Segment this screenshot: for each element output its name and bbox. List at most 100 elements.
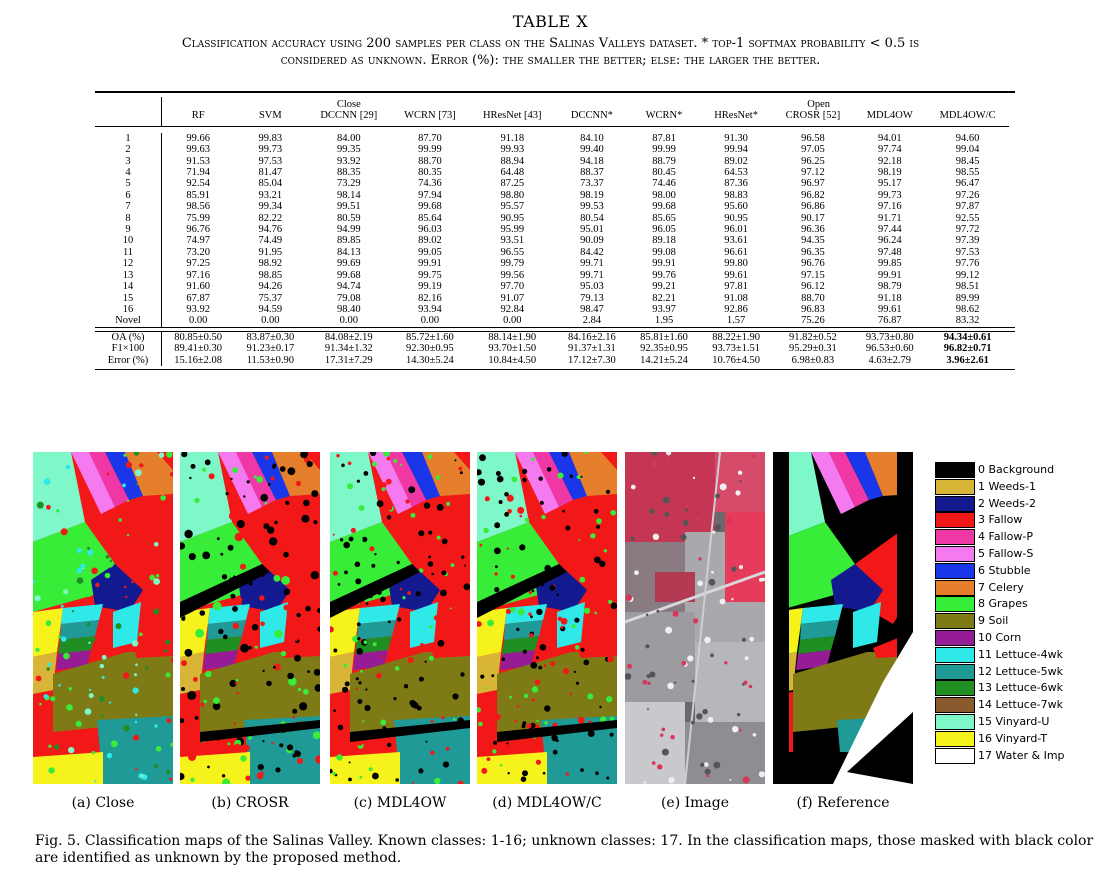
map-speckle bbox=[578, 538, 581, 541]
map-speckle bbox=[45, 620, 52, 627]
map-speckle bbox=[371, 461, 377, 467]
map-speckle bbox=[262, 740, 265, 743]
map-region bbox=[252, 452, 290, 500]
map-speckle bbox=[381, 487, 386, 492]
map-speckle bbox=[511, 476, 518, 483]
map-speckle bbox=[522, 721, 527, 726]
summary-cell: 91.82±0.52 bbox=[789, 331, 837, 343]
table-cell: 94.26 bbox=[258, 281, 283, 293]
map-region bbox=[831, 564, 883, 612]
table-rule bbox=[925, 365, 1010, 370]
map-speckle bbox=[292, 708, 298, 714]
map-speckle bbox=[60, 604, 64, 608]
map-speckle bbox=[704, 768, 711, 775]
map-speckle bbox=[504, 512, 509, 517]
legend-label: 9 Soil bbox=[978, 614, 1009, 628]
map-speckle bbox=[34, 595, 41, 602]
map-speckle bbox=[371, 563, 376, 568]
table-cell: 97.48 bbox=[877, 246, 902, 258]
header-spacer bbox=[234, 97, 306, 110]
column-header: WCRN [73] bbox=[391, 110, 469, 127]
table-rule bbox=[391, 326, 469, 332]
map-speckle bbox=[569, 692, 572, 695]
map-speckle bbox=[672, 611, 679, 617]
map-speckle bbox=[713, 761, 721, 769]
map-region bbox=[330, 692, 350, 757]
table-cell: 99.94 bbox=[724, 144, 748, 156]
map-speckle bbox=[748, 684, 753, 689]
table-rule bbox=[1009, 365, 1015, 370]
map-speckle bbox=[405, 499, 410, 504]
map-speckle bbox=[661, 727, 666, 732]
map-speckle bbox=[395, 778, 399, 782]
table-rule bbox=[555, 369, 628, 370]
map-speckle bbox=[363, 471, 369, 476]
map-speckle bbox=[531, 686, 539, 693]
map-speckle bbox=[264, 455, 269, 460]
map-speckle bbox=[160, 495, 166, 501]
group-header-open: Open bbox=[807, 99, 831, 110]
row-label: 13 bbox=[122, 269, 134, 281]
table-cell: 94.35 bbox=[801, 235, 825, 247]
table-cell: 92.86 bbox=[724, 303, 748, 315]
map-speckle bbox=[584, 530, 591, 537]
map-speckle bbox=[126, 499, 130, 502]
table-cell: 74.36 bbox=[418, 178, 442, 190]
map-speckle bbox=[531, 698, 535, 702]
map-speckle bbox=[603, 549, 607, 553]
map-speckle bbox=[359, 775, 363, 779]
table-rule bbox=[555, 365, 628, 370]
table-cell: 96.86 bbox=[801, 201, 825, 213]
table-rule bbox=[700, 369, 773, 370]
map-speckle bbox=[440, 589, 447, 597]
map-speckle bbox=[478, 478, 485, 486]
legend-label: 3 Fallow bbox=[978, 513, 1023, 527]
map-speckle bbox=[542, 549, 546, 553]
map-speckle bbox=[494, 522, 501, 529]
table-cell: 96.76 bbox=[801, 258, 825, 270]
map-speckle bbox=[606, 776, 610, 780]
map-speckle bbox=[602, 613, 607, 618]
map-speckle bbox=[194, 716, 199, 720]
table-cell: 82.21 bbox=[652, 292, 676, 304]
map-speckle bbox=[235, 743, 240, 749]
map-speckle bbox=[140, 774, 144, 778]
map-speckle bbox=[115, 623, 122, 630]
map-speckle bbox=[230, 477, 233, 480]
map-speckle bbox=[135, 767, 138, 771]
map-speckle bbox=[292, 561, 300, 569]
map-speckle bbox=[307, 670, 310, 673]
map-speckle bbox=[273, 665, 276, 669]
map-speckle bbox=[587, 693, 594, 700]
table-rule bbox=[925, 326, 1010, 332]
table-cell: 99.73 bbox=[258, 144, 283, 156]
map-speckle bbox=[407, 591, 411, 595]
map-region bbox=[218, 452, 262, 514]
legend-swatch bbox=[935, 730, 975, 747]
map-speckle bbox=[145, 666, 149, 670]
summary-cell: 93.73±0.80 bbox=[865, 331, 914, 343]
table-cell: 96.97 bbox=[801, 178, 825, 190]
map-speckle bbox=[105, 554, 110, 559]
map-speckle bbox=[563, 668, 569, 675]
map-speckle bbox=[558, 541, 564, 547]
table-cell: 98.62 bbox=[955, 303, 980, 315]
map-speckle bbox=[188, 752, 197, 761]
table-cell: 98.55 bbox=[955, 167, 980, 179]
map-speckle bbox=[43, 694, 49, 699]
map-speckle bbox=[560, 625, 564, 629]
map-speckle bbox=[700, 762, 705, 767]
table-cell: 96.76 bbox=[161, 224, 235, 236]
summary-cell: 88.14±1.90 bbox=[488, 331, 537, 343]
map-speckle bbox=[520, 776, 527, 782]
map-speckle bbox=[75, 720, 82, 727]
map-speckle bbox=[135, 663, 138, 666]
map-speckle bbox=[180, 542, 186, 550]
legend-swatch bbox=[935, 579, 975, 596]
map-speckle bbox=[736, 712, 741, 717]
map-speckle bbox=[596, 518, 602, 524]
map-speckle bbox=[370, 601, 375, 606]
row-label: 4 bbox=[125, 167, 131, 179]
map-speckle bbox=[236, 691, 239, 695]
table-cell: 91.53 bbox=[161, 155, 235, 168]
